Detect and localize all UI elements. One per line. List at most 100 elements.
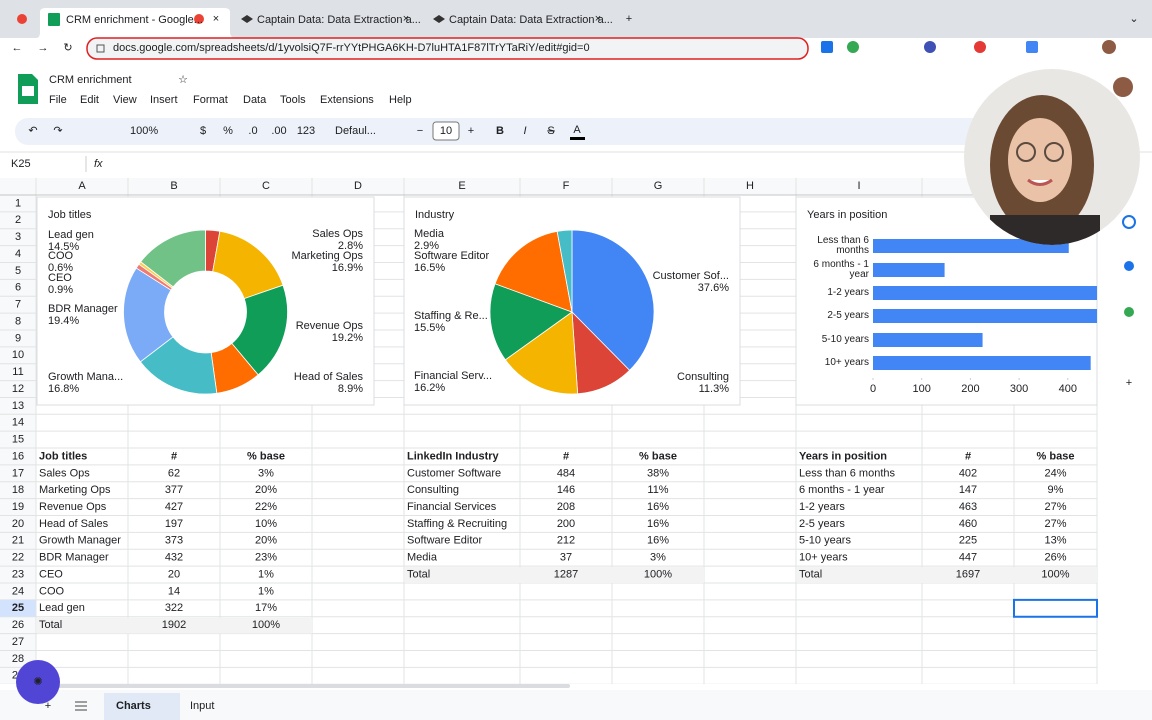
tab-title[interactable]: CRM enrichment - Google...	[66, 14, 203, 26]
tab-menu[interactable]: ⌄	[1129, 13, 1138, 25]
column-header-bg	[0, 178, 1097, 195]
column-letter[interactable]: G	[654, 180, 663, 192]
column-letter[interactable]: H	[746, 180, 754, 192]
menu-item[interactable]: Help	[389, 94, 412, 106]
reload[interactable]: ↻	[63, 42, 72, 54]
toolbar-increase-decimal[interactable]: .00	[271, 125, 286, 137]
row-number[interactable]: 21	[12, 535, 24, 547]
row-number[interactable]: 17	[12, 467, 24, 479]
font-size-box[interactable]	[432, 121, 460, 141]
toolbar-font-size[interactable]: 10	[440, 125, 452, 137]
slice[interactable]	[489, 283, 573, 361]
row-number[interactable]: 5	[15, 265, 21, 277]
column-letter[interactable]: C	[262, 180, 270, 192]
row-number[interactable]: 1	[15, 197, 21, 209]
row-number[interactable]: 12	[12, 383, 24, 395]
menu-item[interactable]: Edit	[80, 94, 99, 106]
slice-label: Marketing Ops	[291, 250, 363, 262]
forward[interactable]: →	[38, 42, 49, 54]
column-letter[interactable]: B	[170, 180, 177, 192]
row-number[interactable]: 23	[12, 568, 24, 580]
menu-item[interactable]: Extensions	[320, 94, 374, 106]
cell-text: Staffing & Recruiting	[407, 518, 507, 530]
active-tab[interactable]	[36, 8, 236, 38]
tab-title[interactable]: Captain Data: Data Extraction a...	[449, 14, 613, 26]
toolbar-zoom[interactable]: 100%	[130, 125, 158, 137]
toolbar-currency[interactable]: $	[200, 125, 206, 137]
row-number[interactable]: 3	[15, 231, 21, 243]
row-number[interactable]: 11	[12, 366, 23, 378]
tab-title[interactable]: Captain Data: Data Extraction a...	[257, 14, 421, 26]
row-number[interactable]: 8	[15, 315, 21, 327]
slice[interactable]	[556, 229, 573, 313]
all-sheets[interactable]	[75, 701, 87, 711]
back[interactable]: ←	[12, 42, 23, 54]
menu-item[interactable]: Data	[243, 94, 267, 106]
row-number[interactable]: 26	[12, 619, 24, 631]
address-bar[interactable]	[86, 37, 809, 60]
x-tick-label: 0	[870, 383, 876, 395]
row-number[interactable]: 27	[12, 636, 24, 648]
slice[interactable]	[504, 311, 579, 395]
cell-text: 463	[959, 501, 977, 513]
close-tab[interactable]: ×	[403, 13, 409, 25]
toolbar-number-format[interactable]: 123	[297, 125, 315, 137]
slice[interactable]	[494, 230, 573, 313]
row-number[interactable]: 19	[12, 501, 24, 513]
sheet-tab[interactable]: Input	[190, 700, 214, 712]
column-letter[interactable]: A	[78, 180, 86, 192]
row-number[interactable]: 22	[12, 552, 24, 564]
row-number[interactable]: 20	[12, 518, 24, 530]
column-letter[interactable]: E	[458, 180, 465, 192]
row-number[interactable]: 7	[15, 299, 21, 311]
column-letter[interactable]: I	[857, 180, 860, 192]
add-sheet[interactable]: +	[45, 700, 51, 712]
row-number[interactable]: 9	[15, 332, 21, 344]
row-number[interactable]: 28	[12, 653, 24, 665]
bar[interactable]	[873, 333, 983, 347]
row-number[interactable]: 2	[15, 214, 21, 226]
menu-item[interactable]: View	[113, 94, 137, 106]
bar[interactable]	[873, 263, 945, 277]
row-number[interactable]: 13	[12, 400, 24, 412]
row-number[interactable]: 24	[12, 585, 24, 597]
row-number[interactable]: 16	[12, 450, 24, 462]
column-letter[interactable]: D	[354, 180, 362, 192]
row-number[interactable]: 6	[15, 282, 21, 294]
row-number[interactable]: 15	[12, 434, 24, 446]
row-number[interactable]: 14	[12, 417, 24, 429]
bar[interactable]	[873, 356, 1091, 370]
doc-title[interactable]: CRM enrichment	[49, 74, 132, 86]
sheet-tab[interactable]: Charts	[116, 700, 151, 712]
close-tab[interactable]: ×	[595, 13, 601, 25]
row-number[interactable]: 10	[12, 349, 24, 361]
slice[interactable]	[571, 229, 655, 371]
menu-item[interactable]: Format	[193, 94, 228, 106]
avatar[interactable]	[1113, 77, 1133, 97]
menu-item[interactable]: File	[49, 94, 67, 106]
toolbar-percent[interactable]: %	[223, 125, 233, 137]
svg-text:+: +	[468, 125, 474, 137]
cell-text: 212	[557, 535, 575, 547]
toolbar-decrease-decimal[interactable]: .0	[248, 125, 257, 137]
row-number[interactable]: 18	[12, 484, 24, 496]
bar[interactable]	[873, 286, 1098, 300]
column-letter[interactable]: F	[563, 180, 570, 192]
url[interactable]: docs.google.com/spreadsheets/d/1yvolsiQ7…	[113, 42, 590, 54]
bar[interactable]	[873, 239, 1069, 253]
row-number[interactable]: 4	[15, 248, 21, 260]
assistant-button[interactable]	[16, 660, 60, 704]
slice[interactable]	[140, 229, 206, 288]
scroll-thumb[interactable]	[40, 684, 570, 688]
name-box[interactable]: K25	[11, 158, 31, 170]
bar[interactable]	[873, 309, 1097, 323]
star[interactable]: ☆	[178, 74, 188, 86]
menu-item[interactable]: Tools	[280, 94, 306, 106]
selected-cell[interactable]	[1013, 598, 1098, 618]
new-tab[interactable]: +	[626, 13, 632, 25]
toolbar-font[interactable]: Defaul...	[335, 125, 376, 137]
menu-item[interactable]: Insert	[150, 94, 178, 106]
close-tab[interactable]: ×	[213, 13, 219, 25]
row-number[interactable]: 25	[12, 602, 24, 614]
category-label: 10+ years	[824, 357, 869, 368]
